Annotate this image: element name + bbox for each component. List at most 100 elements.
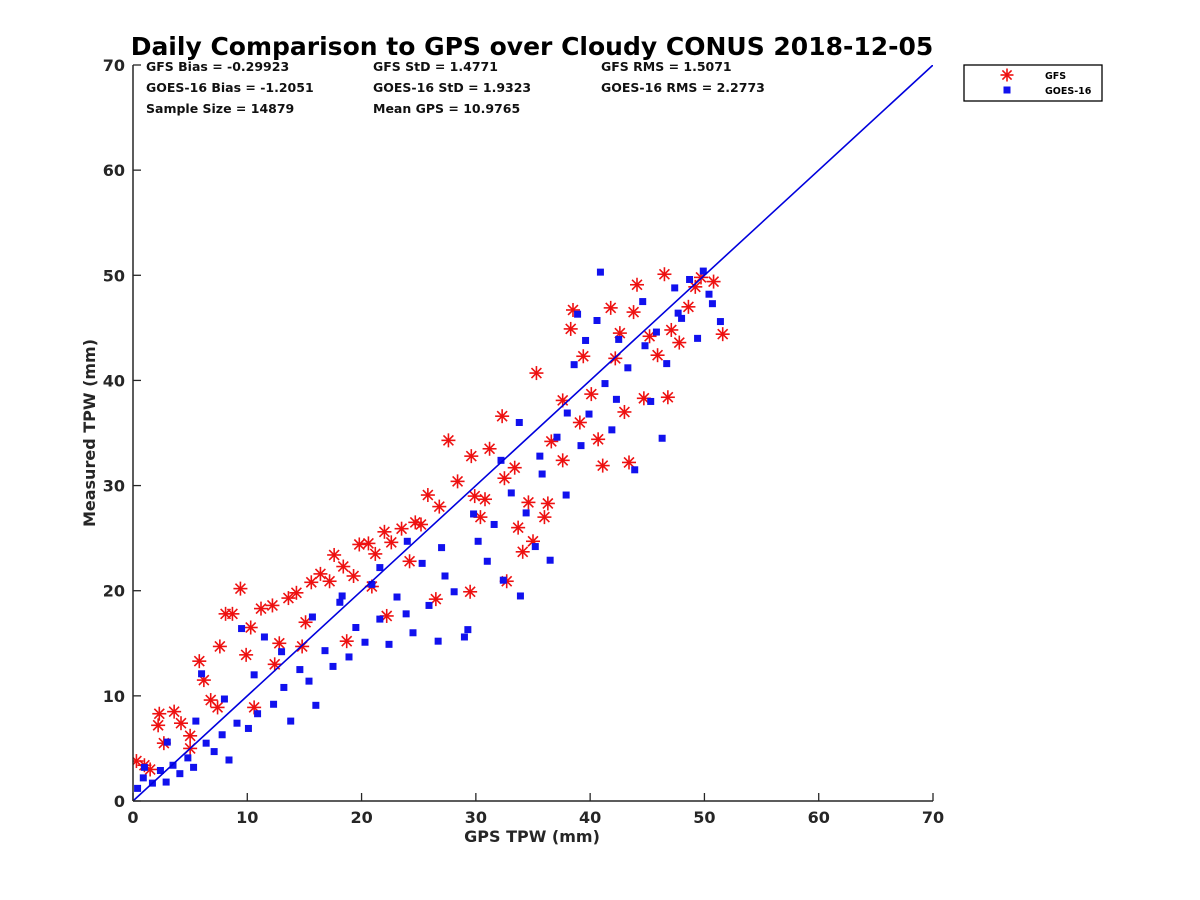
gfs-point [591,432,606,447]
goes-16-point [393,593,401,601]
goes-16-point [345,653,353,661]
goes-16-point [615,335,623,343]
goes-16-point [624,364,632,372]
goes-16-point [190,763,198,771]
gfs-point [555,453,570,468]
goes-16-point [156,767,164,775]
gfs-point [304,575,319,590]
gfs-point [233,581,248,596]
goes-16-point [278,648,286,656]
goes-16-point [233,719,241,727]
goes-16-point [612,395,620,403]
goes-16-point [280,683,288,691]
goes-16-point [438,544,446,552]
y-axis-label: Measured TPW (mm) [80,339,99,527]
goes-16-point [287,717,295,725]
goes-16-point [139,774,147,782]
goes-16-point [497,456,505,464]
goes-16-point [536,452,544,460]
gfs-point [183,728,198,743]
gfs-point [715,327,730,342]
goes-16-point [499,576,507,584]
gfs-point [660,390,675,405]
gfs-point [192,654,207,669]
goes-16-point [385,640,393,648]
gfs-point [497,471,512,486]
goes-16-point [563,409,571,417]
goes-16-point [460,633,468,641]
x-tick-label: 70 [922,808,944,827]
gfs-point [688,279,703,294]
goes-16-point [225,756,233,764]
gfs-point [529,366,544,381]
stat-goes-bias: GOES-16 Bias = -1.2051 [146,80,314,95]
gfs-point [572,415,587,430]
goes-16-point [658,434,666,442]
gfs-point [420,488,435,503]
gfs-point [339,634,354,649]
goes-16-point [260,633,268,641]
goes-16-point [516,592,524,600]
goes-16-point [562,491,570,499]
gfs-point [622,455,636,470]
goes-16-point [409,629,417,637]
goes-16-point [254,710,262,718]
gfs-point [540,496,555,511]
goes-16-point [250,671,258,679]
gfs-point [595,458,610,473]
gfs-point [563,321,578,336]
goes-16-point [678,314,686,322]
goes-16-point [474,537,482,545]
gfs-point [239,647,254,662]
gfs-point [281,591,296,606]
goes-16-point [210,748,218,756]
y-tick-label: 30 [103,477,125,496]
goes-16-point [483,557,491,565]
legend-gfs-asterisk-marker [1000,68,1014,82]
stat-sample-size: Sample Size = 14879 [146,101,294,116]
goes-16-point [425,601,433,609]
goes-16-point [184,754,192,762]
legend-box [963,64,1103,102]
gfs-point [626,305,641,320]
gfs-point [384,535,399,550]
goes-16-point [593,317,601,324]
gfs-point [432,499,447,514]
x-tick-label: 60 [808,808,830,827]
gfs-point [394,521,409,536]
goes-16-point [329,662,337,670]
goes-16-point [671,284,679,292]
y-tick-label: 50 [103,266,125,285]
goes-16-point [686,275,694,283]
goes-16-point [162,778,170,786]
gfs-point [225,606,240,621]
goes-16-point [522,509,530,517]
goes-16-point [470,510,478,518]
gfs-point [151,718,166,733]
x-axis-label: GPS TPW (mm) [464,827,600,846]
goes-16-point [312,701,320,709]
gfs-point [603,300,618,315]
goes-16-point [546,556,554,564]
gfs-point [327,547,342,562]
gfs-point [428,592,443,607]
goes-16-point [694,334,702,342]
goes-16-point [238,625,246,633]
goes-16-point [674,309,682,317]
goes-16-point [601,380,609,388]
gfs-point [463,584,478,599]
gfs-point [537,510,552,525]
gfs-point [272,636,287,651]
legend: GFS GOES-16 [963,64,1103,102]
goes-16-point [296,666,304,674]
x-tick-label: 0 [127,808,138,827]
gfs-point [681,299,696,314]
legend-goes-square-marker [1003,86,1011,94]
goes-16-point [134,784,142,792]
stat-gfs-bias: GFS Bias = -0.29923 [146,59,289,74]
gfs-point [664,322,679,337]
gfs-point [515,544,530,559]
gfs-point [174,716,188,731]
goes-16-point [582,336,590,344]
goes-16-point [574,310,582,318]
